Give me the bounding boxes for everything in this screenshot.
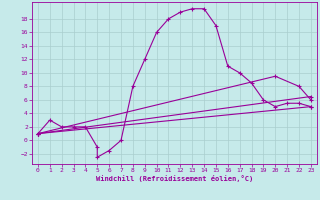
X-axis label: Windchill (Refroidissement éolien,°C): Windchill (Refroidissement éolien,°C) [96, 175, 253, 182]
